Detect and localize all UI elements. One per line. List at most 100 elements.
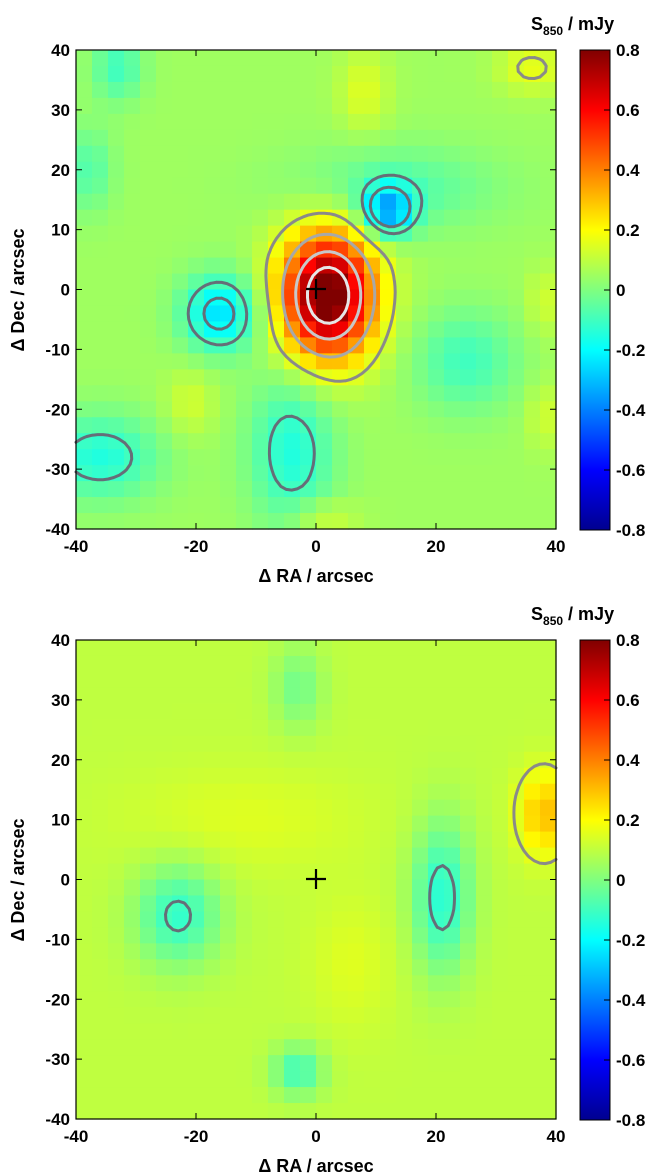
heatmap-cell <box>156 799 173 817</box>
heatmap-cell <box>156 703 173 721</box>
heatmap-cell <box>300 385 317 402</box>
heatmap-cell <box>524 911 541 928</box>
heatmap-cell <box>172 847 189 865</box>
heatmap-cell <box>92 497 109 514</box>
heatmap-cell <box>508 799 525 817</box>
contour-line <box>202 185 412 331</box>
heatmap-cell <box>268 497 285 514</box>
heatmap-cell <box>380 991 397 1008</box>
heatmap-cell <box>172 751 189 769</box>
heatmap-cell <box>172 1103 189 1120</box>
heatmap-cell <box>220 209 237 227</box>
heatmap-cell <box>92 321 109 338</box>
heatmap-cell <box>284 991 301 1008</box>
heatmap-cell <box>204 1007 221 1024</box>
heatmap-cell <box>124 1055 141 1072</box>
heatmap-cell <box>156 465 173 482</box>
heatmap-cell <box>332 97 349 115</box>
heatmap-cell <box>364 369 381 386</box>
heatmap-cell <box>268 767 285 785</box>
heatmap-cell <box>204 513 221 530</box>
heatmap-cell <box>92 895 109 913</box>
heatmap-cell <box>284 687 301 705</box>
heatmap-cell <box>460 655 477 673</box>
heatmap-cell <box>492 1007 509 1024</box>
heatmap-cell <box>380 193 397 211</box>
heatmap-cell <box>108 417 125 434</box>
x-tick-label: -40 <box>64 537 89 556</box>
heatmap-cell <box>236 353 253 370</box>
heatmap-cell <box>444 289 461 307</box>
source-marker-1 <box>306 279 326 299</box>
heatmap-cell <box>476 1071 493 1088</box>
heatmap-cell <box>284 225 301 243</box>
heatmap-cell <box>236 241 253 259</box>
heatmap-cell <box>332 783 349 801</box>
heatmap-cell <box>364 1023 381 1040</box>
heatmap-cell <box>252 735 269 753</box>
heatmap-cell <box>444 433 461 450</box>
heatmap-cell <box>156 50 173 67</box>
heatmap-cell <box>284 449 301 466</box>
heatmap-cell <box>284 799 301 817</box>
heatmap-cell <box>236 783 253 801</box>
heatmap-cell <box>252 417 269 434</box>
heatmap-cell <box>108 1007 125 1024</box>
heatmap-cell <box>412 337 429 354</box>
heatmap-cell <box>284 863 301 881</box>
heatmap-cell <box>524 113 541 131</box>
heatmap-cell <box>492 241 509 259</box>
heatmap-cell <box>444 97 461 115</box>
heatmap-cell <box>92 305 109 323</box>
heatmap-cell <box>284 719 301 737</box>
heatmap-cell <box>188 959 205 976</box>
colorbar-tick-label: -0.6 <box>616 1051 645 1070</box>
heatmap-cell <box>540 209 557 227</box>
heatmap-cell <box>108 1039 125 1056</box>
heatmap-cell <box>364 113 381 131</box>
heatmap-cell <box>476 735 493 753</box>
heatmap-cell <box>508 847 525 865</box>
heatmap-cell <box>396 895 413 913</box>
heatmap-cell <box>92 640 109 657</box>
heatmap-cell <box>252 81 269 99</box>
heatmap-cell <box>332 161 349 179</box>
heatmap-cell <box>204 1103 221 1120</box>
heatmap-cell <box>92 783 109 801</box>
heatmap-cell <box>252 65 269 83</box>
y-tick-label: -20 <box>45 400 70 419</box>
heatmap-cell <box>140 943 157 960</box>
heatmap-cell <box>524 433 541 450</box>
heatmap-cell <box>124 655 141 673</box>
heatmap-cell <box>348 513 365 530</box>
heatmap-cell <box>204 193 221 211</box>
heatmap-cell <box>236 257 253 275</box>
heatmap-cell <box>108 943 125 960</box>
heatmap-cell <box>156 815 173 833</box>
heatmap-cell <box>316 497 333 514</box>
heatmap-cell <box>188 1023 205 1040</box>
heatmap-cell <box>508 401 525 418</box>
heatmap-cell <box>204 497 221 514</box>
heatmap-cell <box>412 1007 429 1024</box>
heatmap-cell <box>412 497 429 514</box>
heatmap-cell <box>204 449 221 466</box>
heatmap-cell <box>140 655 157 673</box>
colorbar-label-2: S850 / mJy <box>531 604 614 628</box>
heatmap-cell <box>300 497 317 514</box>
heatmap-cell <box>220 975 237 992</box>
heatmap-cell <box>236 177 253 195</box>
x-tick-label: -20 <box>184 1127 209 1146</box>
heatmap-cell <box>364 449 381 466</box>
heatmap-cell <box>172 353 189 370</box>
heatmap-cell <box>108 97 125 115</box>
heatmap-cell <box>396 417 413 434</box>
heatmap-cell <box>540 465 557 482</box>
heatmap-cell <box>460 831 477 849</box>
colorbar-tick-label: -0.2 <box>616 931 645 950</box>
heatmap-cell <box>188 671 205 689</box>
heatmap-cell <box>508 655 525 673</box>
heatmap-cell <box>188 927 205 944</box>
heatmap-cell <box>412 735 429 753</box>
